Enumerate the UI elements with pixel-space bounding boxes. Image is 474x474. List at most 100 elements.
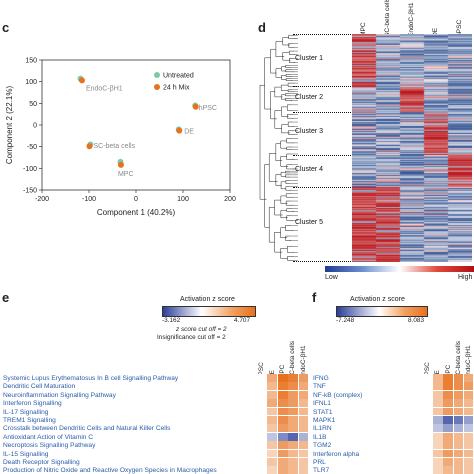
pathway-heatmap-cell xyxy=(288,424,299,433)
pathway-heatmap-cell xyxy=(277,466,288,474)
x-tick-label: -200 xyxy=(35,196,49,203)
regulator-heatmap-row-label: IFNG xyxy=(313,375,329,382)
regulator-heatmap-cell xyxy=(443,458,454,466)
regulator-heatmap-row-label: PRL xyxy=(313,459,326,466)
regulator-heatmap-cell xyxy=(443,449,454,458)
regulator-heatmap-row-label: MAPK1 xyxy=(313,417,336,424)
regulator-heatmap-cell xyxy=(423,466,433,474)
regulator-heatmap-row-label: TGM2 xyxy=(313,442,332,450)
pathway-heatmap-cell xyxy=(267,441,278,450)
regulator-heatmap-cell xyxy=(423,449,433,458)
regulator-heatmap-cell xyxy=(463,382,474,391)
point-24h-mix xyxy=(78,77,85,84)
cluster-separator xyxy=(293,86,351,88)
pathway-heatmap-cell xyxy=(298,399,309,408)
regulator-heatmap-cell xyxy=(423,407,433,416)
regulator-heatmap-cell xyxy=(463,432,474,441)
pathway-heatmap-cell xyxy=(277,424,288,433)
pathway-heatmap-row-label: Systemic Lupus Erythematosus In B cell S… xyxy=(3,375,179,382)
regulator-heatmap-cell xyxy=(443,416,454,424)
x-tick-label: 200 xyxy=(224,196,236,203)
y-axis-label: Component 2 (22.1%) xyxy=(5,86,14,165)
regulator-heatmap-row-label: IL1B xyxy=(313,433,327,441)
regulator-heatmap-cell xyxy=(453,466,464,474)
point-label: MPC xyxy=(118,171,134,178)
pathway-heatmap-cell xyxy=(298,407,309,416)
regulator-heatmap-row-label: Interferon alpha xyxy=(313,450,360,458)
cluster-separator xyxy=(293,154,351,156)
cluster-separator xyxy=(293,111,351,113)
regulator-heatmap-row-label: IL1RN xyxy=(313,425,332,433)
pathway-heatmap-cell xyxy=(298,466,309,474)
pca-scatter-chart: -200 -100 0 100 200 -150 -100 -50 0 50 100 150 Compo… xyxy=(5,58,236,218)
e-scale-bar xyxy=(162,306,256,317)
regulator-heatmap-cell xyxy=(453,441,464,450)
pathway-heatmap-cell xyxy=(267,374,278,382)
pathway-heatmap-cell xyxy=(288,432,299,441)
x-tick-label: -100 xyxy=(82,196,96,203)
pathway-heatmap-cell xyxy=(288,390,299,399)
point-label: hPSC xyxy=(199,105,217,112)
pathway-heatmap-cell xyxy=(288,441,299,450)
dendrogram xyxy=(259,34,298,261)
pathway-heatmap-cell xyxy=(277,416,288,424)
regulator-heatmap-cell xyxy=(423,432,433,441)
point-24h-mix xyxy=(86,143,93,150)
regulator-heatmap-cell xyxy=(443,466,454,474)
pathway-heatmap-cell xyxy=(298,458,309,466)
regulator-heatmap-cell xyxy=(453,416,464,424)
regulator-heatmap-cell xyxy=(433,399,443,408)
regulator-heatmap-row-label: TLR7 xyxy=(313,467,330,474)
colorbar-low-label: Low xyxy=(325,274,338,281)
cluster-separator xyxy=(293,34,351,35)
panel-d-letter: d xyxy=(258,20,266,35)
regulator-heatmap-cell xyxy=(443,432,454,441)
pathway-heatmap-cell xyxy=(288,382,299,391)
legend-mix-label: 24 h Mix xyxy=(163,85,190,92)
regulator-heatmap-cell xyxy=(463,416,474,424)
pathway-heatmap-row-label: TREM1 Signalling xyxy=(3,417,56,424)
y-tick-label: 0 xyxy=(33,123,37,130)
pathway-heatmap-row-label: Interferon Signalling xyxy=(3,400,62,408)
regulator-heatmap-cell xyxy=(423,416,433,424)
f-scale-title: Activation z score xyxy=(350,296,405,303)
pathway-heatmap-cell xyxy=(267,416,278,424)
pathway-heatmap-cell xyxy=(277,407,288,416)
pathway-heatmap-cell xyxy=(267,466,278,474)
regulator-heatmap-cell xyxy=(423,399,433,408)
colorbar xyxy=(325,266,474,272)
e-scale-title: Activation z score xyxy=(180,296,235,303)
pathway-heatmap-row-label: Dendritic Cell Maturation xyxy=(3,383,76,391)
panel-f-letter: f xyxy=(312,290,317,305)
regulator-heatmap-cell xyxy=(453,374,464,382)
f-scale-bar xyxy=(336,306,428,317)
x-axis-label: Component 1 (40.2%) xyxy=(97,208,176,217)
pathway-heatmap-row-label: Necroptosis Signalling Pathway xyxy=(3,442,96,450)
y-tick-label: -150 xyxy=(23,188,37,195)
regulator-heatmap-cell xyxy=(433,449,443,458)
legend-mix-marker xyxy=(154,84,160,90)
pathway-heatmap-row-label: Production of Nitric Oxide and Reactive … xyxy=(3,467,217,474)
pathway-heatmap-cell xyxy=(277,374,288,382)
cluster-heatmap xyxy=(352,34,472,262)
regulator-heatmap-cell xyxy=(453,390,464,399)
pathway-heatmap-cell xyxy=(257,399,267,408)
pathway-heatmap-cell xyxy=(277,441,288,450)
cluster-separator xyxy=(293,186,351,188)
panel-e-letter: e xyxy=(2,290,10,305)
regulator-heatmap-row-label: NF-kB (complex) xyxy=(313,391,363,399)
heatmap-column-header: MPC xyxy=(360,22,367,37)
regulator-heatmap-cell xyxy=(423,458,433,466)
pathway-heatmap-cell xyxy=(288,458,299,466)
regulator-heatmap-row-label: TNF xyxy=(313,383,326,391)
regulator-heatmap-cell xyxy=(443,424,454,433)
pathway-heatmap-cell xyxy=(257,382,267,391)
pathway-heatmap-cell xyxy=(257,424,267,433)
regulator-heatmap-cell xyxy=(423,390,433,399)
regulator-heatmap-cell xyxy=(453,432,464,441)
panel-c-letter: c xyxy=(2,20,10,35)
pathway-heatmap-cell xyxy=(277,382,288,391)
pathway-heatmap-cell xyxy=(298,390,309,399)
pathway-heatmap-row-label: IL-15 Signalling xyxy=(3,450,49,458)
regulator-heatmap-cell xyxy=(443,390,454,399)
